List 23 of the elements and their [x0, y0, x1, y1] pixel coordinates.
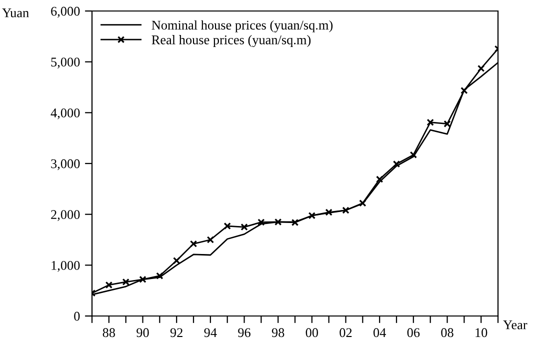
x-tick-label: 10 — [476, 328, 488, 338]
x-tick-label: 04 — [373, 328, 386, 338]
x-tick-label: 02 — [340, 328, 352, 338]
y-tick-label: 4,000 — [50, 108, 80, 120]
y-tick-label: 2,000 — [51, 210, 80, 221]
y-tick-label: 3,000 — [51, 159, 80, 170]
legend-label: Nominal house prices (yuan/sq.m) — [152, 20, 333, 32]
y-tick-label: 6,000 — [51, 6, 80, 18]
legend-label: Real house prices (yuan/sq.m) — [152, 35, 311, 48]
y-axis-title: Yuan — [2, 8, 29, 18]
x-tick-label: 92 — [170, 328, 182, 338]
x-tick-label: 06 — [407, 328, 420, 338]
y-tick-label: 5,000 — [51, 58, 80, 68]
x-tick-label: 00 — [306, 328, 318, 338]
x-axis-title: Year — [503, 320, 528, 330]
x-tick-label: 94 — [204, 328, 217, 338]
x-tick-label: 88 — [102, 328, 116, 338]
y-tick-label: 0 — [74, 312, 80, 321]
x-tick-label: 90 — [136, 328, 149, 338]
x-tick-label: 96 — [238, 328, 250, 338]
x-tick-label: 98 — [272, 328, 284, 338]
x-tick-label: 08 — [441, 328, 454, 338]
y-tick-label: 1,000 — [52, 260, 80, 272]
